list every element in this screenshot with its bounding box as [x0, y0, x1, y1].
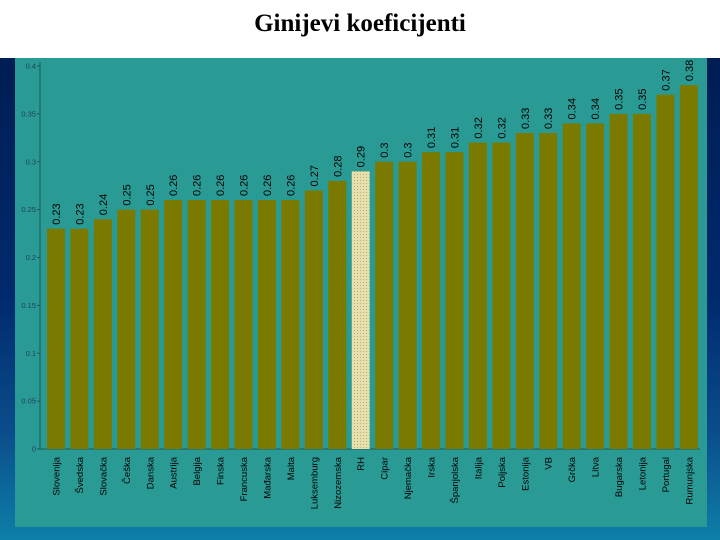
- x-tick-label: Njemačka: [403, 456, 414, 499]
- x-tick-label: Letonija: [638, 456, 649, 490]
- x-tick-label: Slovenija: [52, 456, 63, 495]
- x-tick-label: Portugal: [661, 457, 672, 492]
- bar: [468, 142, 487, 449]
- data-label: 0.34: [567, 98, 579, 119]
- bar: [117, 209, 136, 449]
- bar: [164, 200, 183, 449]
- x-tick-label: Bugarska: [614, 456, 625, 497]
- x-tick-label: Estonija: [520, 456, 531, 491]
- y-tick-label: 0.35: [21, 109, 36, 118]
- bar: [492, 142, 511, 449]
- y-tick-label: 0.3: [26, 157, 36, 166]
- bar: [375, 161, 394, 449]
- bar: [257, 200, 276, 449]
- data-label: 0.38: [684, 60, 696, 81]
- x-tick-label: Irska: [427, 456, 438, 477]
- x-tick-label: Luksemburg: [309, 457, 320, 509]
- title-band: [0, 0, 720, 58]
- y-tick-label: 0.15: [21, 301, 36, 310]
- data-label: 0.26: [215, 175, 227, 196]
- bar: [398, 161, 417, 449]
- data-label: 0.28: [332, 155, 344, 176]
- x-tick-label: Cipar: [380, 457, 391, 480]
- bar: [47, 228, 65, 449]
- x-tick-label: Slovačka: [98, 456, 109, 495]
- x-tick-label: Češka: [122, 456, 133, 484]
- x-tick-label: Litva: [591, 456, 602, 477]
- data-label: 0.31: [449, 127, 461, 148]
- bar: [539, 133, 558, 449]
- data-label: 0.26: [192, 175, 204, 196]
- y-tick-label: 0: [32, 445, 36, 454]
- data-label: 0.32: [473, 117, 485, 138]
- x-tick-label: Danska: [145, 456, 156, 489]
- bar-highlighted: [351, 171, 370, 449]
- data-label: 0.3: [379, 142, 391, 157]
- x-tick-label: Francuska: [239, 456, 250, 501]
- data-label: 0.26: [285, 175, 297, 196]
- bar: [70, 228, 89, 449]
- bar: [211, 200, 230, 449]
- bar: [445, 152, 464, 450]
- bar: [422, 152, 441, 450]
- data-label: 0.33: [543, 108, 555, 129]
- data-label: 0.34: [590, 98, 602, 119]
- bar: [633, 113, 651, 449]
- data-label: 0.29: [356, 146, 368, 167]
- bar: [93, 219, 112, 449]
- bar: [562, 123, 581, 449]
- data-label: 0.26: [168, 175, 180, 196]
- data-label: 0.24: [98, 194, 110, 215]
- data-label: 0.27: [309, 165, 321, 186]
- y-tick-label: 0.05: [21, 397, 36, 406]
- x-tick-label: Malta: [286, 456, 297, 480]
- data-label: 0.26: [262, 175, 274, 196]
- data-label: 0.26: [239, 175, 251, 196]
- x-tick-label: Mađarska: [262, 456, 273, 498]
- bar: [586, 123, 605, 449]
- bar: [304, 190, 323, 449]
- x-tick-label: Nizozemska: [333, 456, 344, 508]
- data-label: 0.35: [614, 88, 626, 109]
- x-tick-label: Finska: [216, 456, 227, 485]
- data-label: 0.23: [74, 203, 86, 224]
- bar: [679, 85, 698, 450]
- bar: [234, 200, 253, 449]
- bar: [328, 180, 347, 449]
- data-label: 0.33: [520, 108, 532, 129]
- page-title: Ginijevi koeficijenti: [254, 10, 466, 37]
- y-tick-label: 0.25: [21, 205, 36, 214]
- data-label: 0.25: [145, 184, 157, 205]
- bar: [140, 209, 159, 449]
- data-label: 0.25: [121, 184, 133, 205]
- x-tick-label: Švedska: [75, 456, 86, 493]
- y-tick-label: 0.4: [26, 62, 36, 71]
- x-tick-label: VB: [544, 457, 555, 470]
- x-tick-label: Italija: [473, 456, 484, 479]
- bar: [609, 113, 628, 449]
- bar: [515, 133, 534, 449]
- data-label: 0.37: [660, 69, 672, 90]
- x-tick-label: Španjolska: [450, 456, 461, 503]
- data-label: 0.23: [51, 203, 63, 224]
- bar: [187, 200, 206, 449]
- x-tick-label: Rumunjska: [684, 456, 695, 504]
- bar: [281, 200, 300, 449]
- y-tick-label: 0.1: [26, 349, 36, 358]
- x-tick-label: Austrija: [169, 456, 180, 488]
- x-tick-label: Grčka: [567, 456, 578, 482]
- x-tick-label: Poljska: [497, 456, 508, 487]
- data-label: 0.32: [496, 117, 508, 138]
- x-tick-label: RH: [356, 457, 367, 471]
- x-tick-label: Belgija: [192, 456, 203, 485]
- data-label: 0.35: [637, 88, 649, 109]
- data-label: 0.31: [426, 127, 438, 148]
- y-tick-label: 0.2: [26, 253, 36, 262]
- data-label: 0.3: [403, 142, 415, 157]
- bar: [656, 94, 675, 449]
